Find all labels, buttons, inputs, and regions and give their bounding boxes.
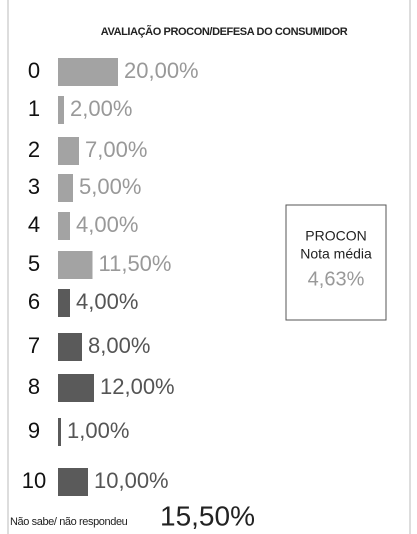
bar [58,374,94,402]
value-label: 11,50% [99,251,172,276]
category-label: 6 [28,289,40,314]
bar [58,251,93,279]
no-answer-label: Não sabe/ não respondeu [10,516,128,528]
category-label: 8 [28,374,40,399]
annotation-text: PROCON [305,228,366,244]
value-label: 12,00% [100,374,175,399]
chart-title: AVALIAÇÃO PROCON/DEFESA DO CONSUMIDOR [101,25,348,38]
bar [58,333,82,361]
category-label: 9 [28,418,40,443]
value-label: 5,00% [79,174,141,199]
bar [58,58,118,86]
value-label: 4,00% [76,289,138,314]
value-label: 2,00% [70,96,132,121]
no-answer-value: 15,50% [160,500,255,531]
bar [58,468,88,496]
value-label: 8,00% [88,333,150,358]
value-label: 10,00% [94,468,169,493]
category-label: 0 [28,58,40,83]
category-label: 2 [28,137,40,162]
category-label: 7 [28,333,40,358]
annotation-value: 4,63% [308,268,365,290]
bar [58,137,79,165]
category-label: 4 [28,212,40,237]
bar [58,174,73,202]
category-label: 3 [28,174,40,199]
category-label: 5 [28,251,40,276]
value-label: 1,00% [67,418,129,443]
annotation-text: Nota média [300,246,372,262]
value-label: 4,00% [76,212,138,237]
bar [58,289,70,317]
category-label: 10 [22,468,46,493]
value-label: 20,00% [124,58,199,83]
bar [58,96,64,124]
category-label: 1 [28,96,40,121]
bar [58,418,61,446]
value-label: 7,00% [85,137,147,162]
annotation-box [285,204,387,321]
bar [58,212,70,240]
